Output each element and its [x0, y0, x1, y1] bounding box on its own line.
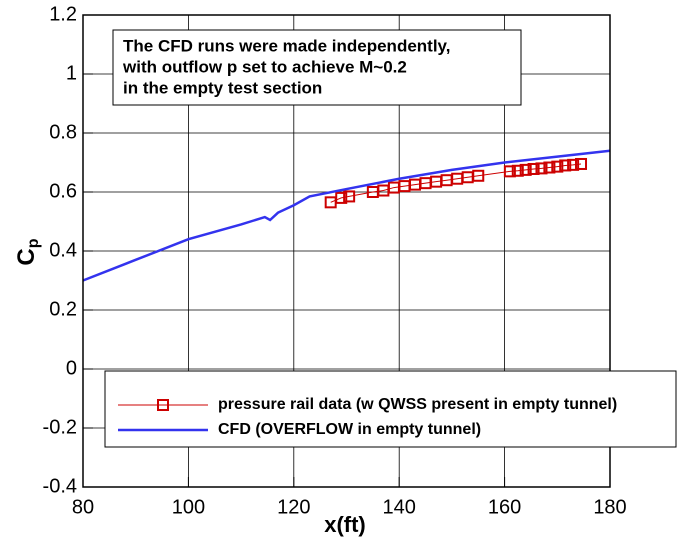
series-line	[82, 149, 611, 282]
y-tick-label: 1	[66, 62, 77, 84]
x-axis-label: x(ft)	[324, 512, 366, 537]
y-axis-label-sub: p	[25, 238, 42, 248]
data-marker	[343, 190, 356, 203]
y-tick-label: -0.4	[43, 475, 77, 497]
x-tick-label: 140	[383, 496, 416, 518]
y-tick-label: 0	[66, 357, 77, 379]
data-marker	[503, 165, 516, 178]
legend-label: CFD (OVERFLOW in empty tunnel)	[218, 421, 481, 438]
annotation-box	[112, 29, 522, 106]
y-tick-label: 0.8	[49, 121, 77, 143]
legend-label: pressure rail data (w QWSS present in em…	[218, 396, 617, 413]
legend-box	[104, 370, 677, 448]
data-marker	[335, 191, 348, 204]
data-marker	[535, 162, 548, 175]
data-marker	[567, 158, 580, 171]
data-marker	[527, 162, 540, 175]
x-tick-label: 180	[593, 496, 626, 518]
x-tick-label: 160	[488, 496, 521, 518]
y-tick-label: 0.4	[49, 239, 77, 261]
y-tick-label: 0.2	[49, 298, 77, 320]
annotation: in the empty test section	[123, 78, 322, 97]
y-axis-label-main: C	[13, 248, 40, 265]
data-marker	[511, 164, 524, 177]
data-marker	[472, 169, 485, 182]
data-marker	[551, 160, 564, 173]
x-tick-label: 100	[172, 496, 205, 518]
data-marker	[519, 163, 532, 176]
y-tick-label: -0.2	[43, 416, 77, 438]
data-marker	[543, 161, 556, 174]
data-marker	[575, 157, 588, 170]
y-axis-label: Cp	[13, 238, 42, 265]
y-tick-label: 1.2	[49, 3, 77, 25]
plot	[82, 149, 611, 282]
data-marker	[559, 159, 572, 172]
annotation: The CFD runs were made independently,	[123, 36, 450, 55]
y-tick-label: 0.6	[49, 180, 77, 202]
x-tick-label: 80	[72, 496, 94, 518]
x-tick-label: 120	[277, 496, 310, 518]
plot-frame	[82, 14, 611, 488]
legend-marker	[157, 399, 169, 411]
annotation: with outflow p set to achieve M~0.2	[122, 57, 407, 76]
